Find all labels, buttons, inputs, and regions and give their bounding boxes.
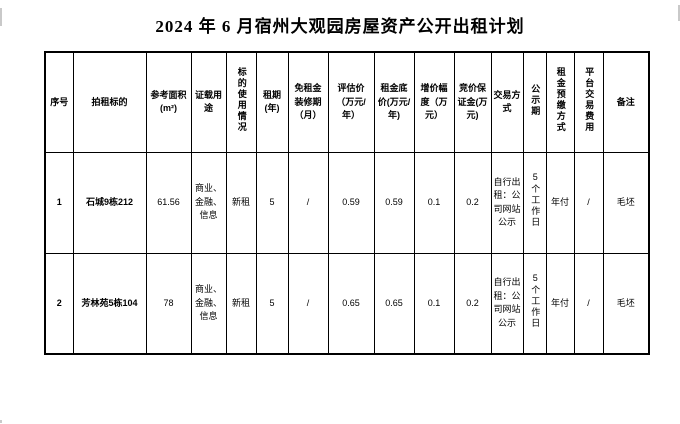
col-header-prepay-method: 租金预缴方式 — [545, 51, 575, 153]
col-header-remarks: 备注 — [602, 51, 650, 153]
col-header-platform-fee: 平台交易费用 — [573, 51, 604, 153]
col-header-usage-status: 标的使用情况 — [225, 51, 257, 153]
cell-base-rent: 0.59 — [373, 151, 415, 254]
cell-transaction-method: 自行出租：公司网站公示 — [490, 252, 524, 355]
cell-seq: 2 — [44, 252, 74, 355]
cell-base-rent: 0.65 — [373, 252, 415, 355]
cell-transaction-method: 自行出租：公司网站公示 — [490, 151, 524, 254]
cell-increment: 0.1 — [413, 151, 455, 254]
cell-cert-use: 商业、金融、信息 — [190, 151, 227, 254]
col-header-area: 参考面积(m²) — [145, 51, 192, 153]
col-header-cert-use: 证载用途 — [190, 51, 227, 153]
page-edge-mark-bottom — [0, 420, 2, 423]
col-header-bid-deposit: 竞价保证金(万元) — [453, 51, 492, 153]
cell-bid-deposit: 0.2 — [453, 151, 492, 254]
cell-publicity-period: 5个工作日 — [522, 252, 547, 355]
cell-appraisal-price: 0.65 — [327, 252, 375, 355]
col-header-transaction-method: 交易方式 — [490, 51, 524, 153]
page-edge-mark-left — [0, 8, 2, 26]
cell-increment: 0.1 — [413, 252, 455, 355]
col-header-target: 拍租标的 — [72, 51, 147, 153]
cell-prepay-method: 年付 — [545, 151, 575, 254]
publicity-period-header-text: 公示期 — [530, 83, 541, 117]
col-header-base-rent: 租金底价(万元/年) — [373, 51, 415, 153]
cell-rent-free-period: / — [287, 151, 329, 254]
cell-target: 芳林苑5栋104 — [72, 252, 147, 355]
table-row: 1 石城9栋212 61.56 商业、金融、信息 新租 5 / 0.59 0.5… — [44, 151, 650, 254]
cell-lease-term: 5 — [255, 252, 289, 355]
cell-lease-term: 5 — [255, 151, 289, 254]
cell-platform-fee: / — [573, 252, 604, 355]
cell-usage-status: 新租 — [225, 151, 257, 254]
cell-usage-status: 新租 — [225, 252, 257, 355]
cell-appraisal-price: 0.59 — [327, 151, 375, 254]
col-header-lease-term: 租期(年) — [255, 51, 289, 153]
col-header-publicity-period: 公示期 — [522, 51, 547, 153]
cell-remarks: 毛坯 — [602, 252, 650, 355]
usage-status-header-text: 标的使用情况 — [236, 67, 247, 133]
platform-fee-header-text: 平台交易费用 — [584, 67, 595, 133]
table-row: 2 芳林苑5栋104 78 商业、金融、信息 新租 5 / 0.65 0.65 … — [44, 252, 650, 355]
page-edge-mark-right — [678, 5, 680, 21]
cell-area: 61.56 — [145, 151, 192, 254]
page-title: 2024 年 6 月宿州大观园房屋资产公开出租计划 — [155, 17, 525, 36]
cell-platform-fee: / — [573, 151, 604, 254]
col-header-seq: 序号 — [44, 51, 74, 153]
cell-cert-use: 商业、金融、信息 — [190, 252, 227, 355]
rental-plan-table: 序号 拍租标的 参考面积(m²) 证载用途 标的使用情况 租期(年) 免租金装修… — [44, 51, 650, 355]
cell-prepay-method: 年付 — [545, 252, 575, 355]
cell-target: 石城9栋212 — [72, 151, 147, 254]
cell-bid-deposit: 0.2 — [453, 252, 492, 355]
publicity-period-text: 5个工作日 — [530, 172, 541, 229]
prepay-method-header-text: 租金预缴方式 — [555, 67, 566, 133]
cell-area: 78 — [145, 252, 192, 355]
col-header-increment: 增价幅度（万元） — [413, 51, 455, 153]
col-header-appraisal-price: 评估价（万元/年） — [327, 51, 375, 153]
cell-rent-free-period: / — [287, 252, 329, 355]
cell-remarks: 毛坯 — [602, 151, 650, 254]
col-header-rent-free-period: 免租金装修期（月） — [287, 51, 329, 153]
cell-seq: 1 — [44, 151, 74, 254]
publicity-period-text: 5个工作日 — [530, 273, 541, 329]
header-row: 序号 拍租标的 参考面积(m²) 证载用途 标的使用情况 租期(年) 免租金装修… — [44, 51, 650, 153]
cell-publicity-period: 5个工作日 — [522, 151, 547, 254]
